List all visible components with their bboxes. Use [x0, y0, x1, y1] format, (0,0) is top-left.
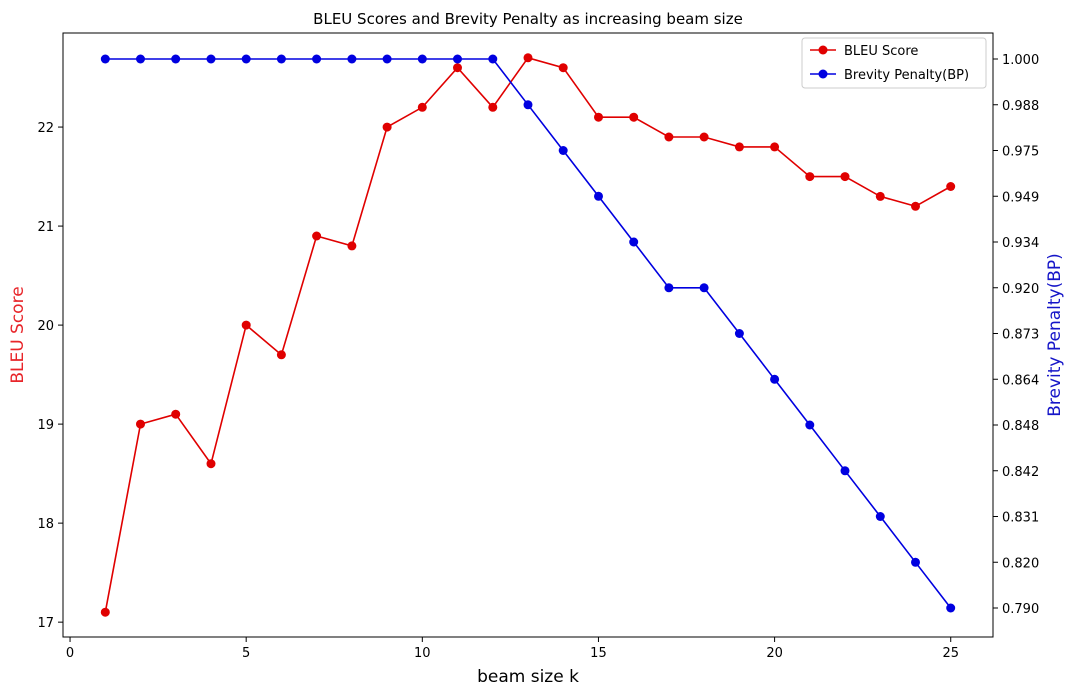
data-point-bleu-score	[770, 142, 780, 152]
y-right-tick-label: 0.831	[1002, 511, 1039, 526]
data-point-brevity-penalty	[664, 283, 674, 293]
data-point-bleu-score	[734, 142, 744, 152]
data-point-brevity-penalty	[875, 512, 885, 521]
x-axis-label: beam size k	[477, 667, 579, 687]
y-right-tick-label: 0.975	[1002, 145, 1039, 160]
data-point-brevity-penalty	[347, 54, 357, 64]
data-point-brevity-penalty	[453, 54, 462, 64]
data-point-bleu-score	[312, 231, 322, 241]
data-point-brevity-penalty	[241, 54, 251, 64]
data-point-brevity-penalty	[312, 54, 322, 64]
legend-label: BLEU Score	[844, 44, 918, 59]
y-right-tick-label: 0.790	[1002, 602, 1039, 617]
data-point-bleu-score	[523, 53, 533, 63]
plot-frame	[62, 32, 994, 638]
data-point-brevity-penalty	[594, 191, 603, 201]
data-point-bleu-score	[664, 132, 674, 142]
y-left-tick-label: 19	[37, 418, 54, 433]
y-left-tick-label: 17	[37, 616, 54, 631]
data-point-brevity-penalty	[417, 54, 427, 64]
y-right-tick-label: 0.842	[1002, 465, 1039, 480]
x-tick-label: 0	[66, 646, 74, 661]
data-point-bleu-score	[347, 241, 357, 251]
y-right-tick-label: 0.934	[1002, 236, 1039, 251]
data-point-brevity-penalty	[171, 54, 181, 64]
x-tick-label: 20	[766, 646, 783, 661]
data-point-bleu-score	[488, 102, 498, 112]
data-point-brevity-penalty	[840, 466, 850, 476]
legend-box	[801, 37, 987, 89]
series-line-bleu-score	[104, 56, 952, 613]
series-line-brevity-penalty	[105, 58, 952, 609]
data-point-bleu-score	[136, 419, 145, 429]
data-point-brevity-penalty	[276, 54, 286, 64]
plot-area: 0 5 10 15 20 25 17 18 19 20 21 22 0.790 0.820 0.831 0.8…	[37, 32, 1039, 661]
y-right-tick-label: 0.949	[1002, 190, 1039, 205]
legend: BLEU Score Brevity Penalty(BP)	[801, 37, 987, 89]
y-axis-right-label: Brevity Penalty(BP)	[1045, 253, 1065, 417]
data-point-brevity-penalty	[629, 237, 639, 247]
y-right-tick-label: 0.864	[1002, 373, 1039, 388]
data-point-brevity-penalty	[136, 54, 145, 64]
data-point-brevity-penalty	[734, 329, 744, 338]
y-right-tick-label: 1.000	[1002, 53, 1039, 68]
data-point-bleu-score	[946, 182, 956, 191]
y-left-tick-label: 22	[37, 121, 54, 136]
y-axis-left-label: BLEU Score	[8, 286, 28, 383]
data-point-bleu-score	[629, 112, 639, 122]
x-tick-label: 25	[942, 646, 959, 661]
chart-title: BLEU Scores and Brevity Penalty as incre…	[313, 10, 743, 28]
data-point-bleu-score	[699, 132, 709, 142]
y-left-tick-label: 21	[37, 220, 54, 235]
data-point-bleu-score	[382, 122, 392, 132]
data-point-bleu-score	[171, 409, 181, 419]
data-point-brevity-penalty	[699, 283, 709, 293]
data-point-bleu-score	[417, 102, 427, 112]
y-left-tick-label: 18	[37, 517, 54, 532]
data-point-brevity-penalty	[911, 557, 920, 567]
legend-marker	[818, 69, 828, 79]
legend-marker	[818, 45, 828, 55]
y-left-tick-label: 20	[37, 319, 54, 334]
y-right-tick-label: 0.820	[1002, 556, 1039, 571]
data-point-brevity-penalty	[488, 54, 498, 64]
y-right-tick-label: 0.988	[1002, 99, 1039, 114]
data-point-bleu-score	[875, 191, 885, 201]
x-tick-label: 15	[590, 646, 607, 661]
x-tick-label: 5	[242, 646, 250, 661]
x-tick-label: 10	[414, 646, 431, 661]
data-point-bleu-score	[805, 172, 815, 182]
data-point-bleu-score	[206, 459, 216, 469]
data-point-bleu-score	[594, 112, 603, 122]
data-point-brevity-penalty	[206, 54, 216, 64]
data-point-bleu-score	[276, 350, 286, 360]
y-right-tick-label: 0.920	[1002, 282, 1039, 297]
data-point-brevity-penalty	[770, 374, 780, 384]
data-point-bleu-score	[558, 63, 568, 73]
data-point-bleu-score	[241, 320, 251, 330]
data-point-brevity-penalty	[805, 420, 815, 430]
data-point-brevity-penalty	[382, 54, 392, 64]
y-right-tick-label: 0.873	[1002, 328, 1039, 343]
data-point-bleu-score	[840, 172, 850, 182]
data-point-bleu-score	[453, 63, 462, 73]
data-point-brevity-penalty	[946, 603, 956, 613]
data-point-bleu-score	[100, 607, 110, 617]
y-right-tick-label: 0.848	[1002, 419, 1039, 434]
data-point-bleu-score	[911, 201, 920, 211]
data-point-brevity-penalty	[523, 100, 533, 110]
data-point-brevity-penalty	[100, 54, 110, 64]
data-point-brevity-penalty	[558, 146, 568, 155]
legend-label: Brevity Penalty(BP)	[844, 68, 969, 83]
